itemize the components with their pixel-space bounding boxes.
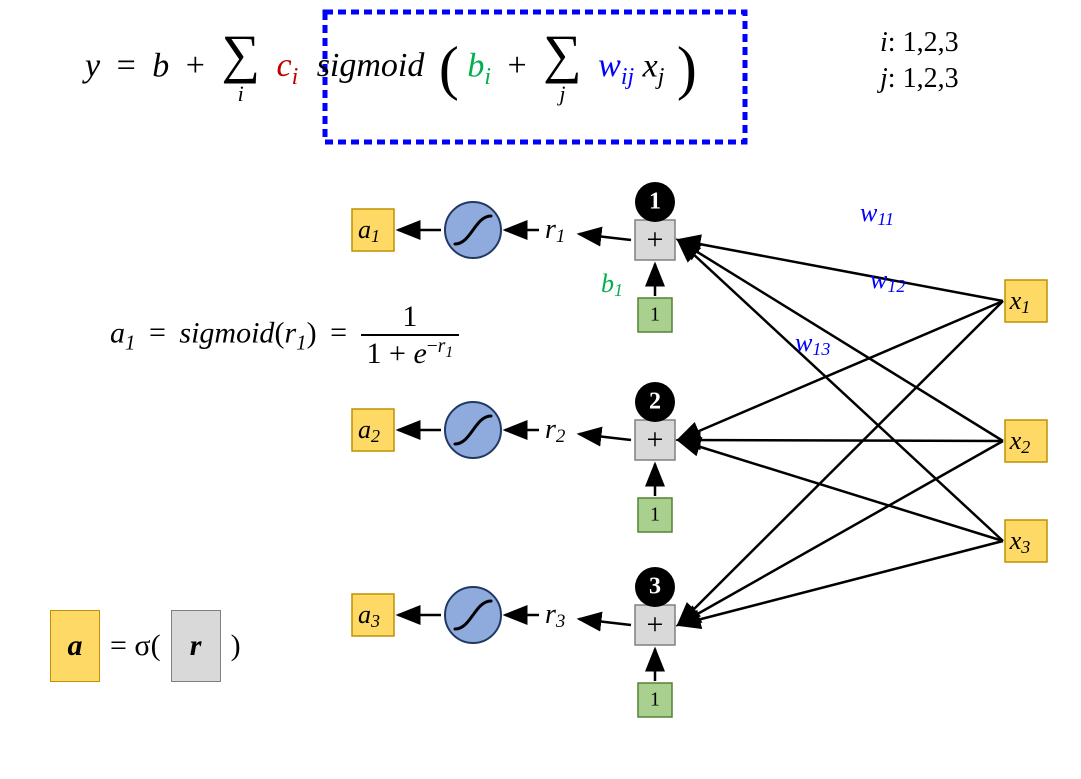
idx-j-range: 1,2,3	[903, 63, 959, 94]
vec-r-box: r	[171, 610, 221, 682]
eq-wij-ij: ij	[621, 64, 634, 90]
svg-text:w12: w12	[870, 265, 905, 296]
seq-eq2: =	[330, 316, 347, 349]
svg-text:+: +	[647, 223, 664, 256]
eq-plus1: +	[186, 47, 205, 84]
eq-equals: =	[117, 47, 136, 84]
eq-bi-b: b	[467, 47, 484, 84]
eq-xj-x: x	[643, 47, 658, 84]
eq-ci-i: i	[292, 64, 299, 90]
seq-exp-neg: −	[427, 336, 438, 357]
seq-r-sub: 1	[296, 330, 307, 354]
main-equation: y = b + ∑ i ci sigmoid ( bi + ∑ j wij xj…	[85, 30, 697, 107]
svg-text:1: 1	[649, 189, 661, 215]
vec-close: )	[231, 629, 241, 663]
svg-text:r1: r1	[545, 214, 565, 247]
svg-text:1: 1	[650, 504, 660, 526]
eq-wij-w: w	[598, 47, 621, 84]
svg-text:1: 1	[650, 689, 660, 711]
eq-ci-c: c	[276, 47, 291, 84]
vector-equation: a = σ( r )	[50, 610, 241, 682]
eq-plus2: +	[507, 47, 526, 84]
sigma-j-sub: j	[543, 81, 582, 107]
eq-xj-j: j	[658, 64, 665, 90]
vec-a-box: a	[50, 610, 100, 682]
svg-text:w13: w13	[795, 328, 830, 359]
seq-exp-sub: 1	[445, 344, 453, 361]
svg-text:3: 3	[649, 574, 661, 600]
svg-text:r3: r3	[545, 599, 565, 632]
svg-text:+: +	[647, 608, 664, 641]
idx-i-range: 1,2,3	[903, 27, 959, 58]
idx-j: j	[880, 63, 888, 94]
seq-eq1: =	[149, 316, 166, 349]
eq-b: b	[152, 47, 169, 84]
eq-bi-i: i	[484, 64, 491, 90]
vec-eq-sigma: = σ(	[110, 629, 161, 663]
svg-text:b1: b1	[601, 269, 623, 300]
svg-text:2: 2	[649, 389, 661, 415]
sigma-i: ∑	[221, 24, 260, 84]
seq-a-sub: 1	[125, 330, 136, 354]
sigma-j: ∑	[543, 24, 582, 84]
svg-text:w11: w11	[860, 198, 894, 229]
seq-frac-top: 1	[361, 300, 460, 336]
seq-frac-bot-e: e	[413, 337, 426, 370]
svg-text:1: 1	[650, 304, 660, 326]
seq-sigmoid: sigmoid	[179, 316, 274, 349]
eq-y: y	[85, 47, 100, 84]
idx-i: i	[880, 27, 888, 58]
sigma-i-sub: i	[221, 81, 260, 107]
svg-text:r2: r2	[545, 414, 566, 447]
seq-frac-bot1: 1 +	[367, 337, 414, 370]
svg-text:+: +	[647, 423, 664, 456]
seq-a: a	[110, 316, 125, 349]
seq-r: r	[284, 316, 296, 349]
eq-sigmoid: sigmoid	[317, 47, 425, 84]
sigmoid-equation: a1 = sigmoid(r1) = 1 1 + e−r1	[110, 300, 459, 371]
index-note: i: 1,2,3 j: 1,2,3	[880, 25, 959, 98]
